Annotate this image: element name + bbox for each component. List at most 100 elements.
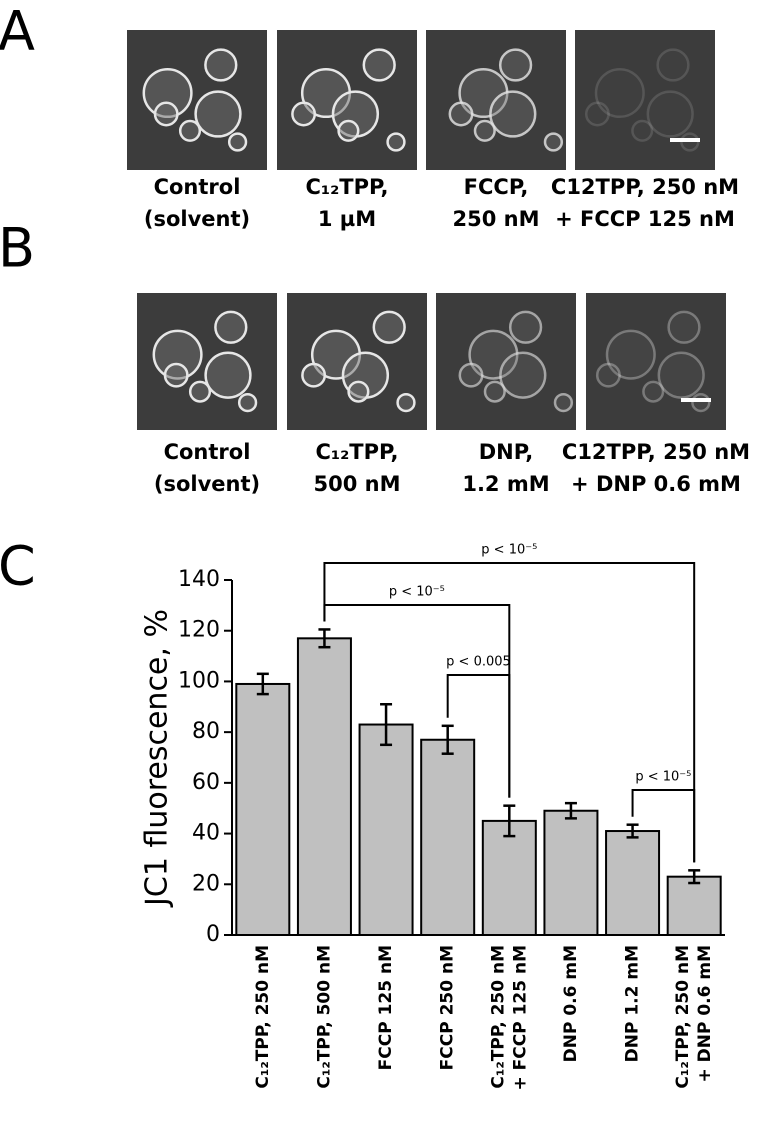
caption: 1.2 mM bbox=[462, 472, 549, 496]
cell bbox=[667, 310, 701, 344]
cell bbox=[458, 362, 484, 388]
cell bbox=[646, 90, 694, 138]
x-tick-label: C₁₂TPP, 250 nM bbox=[253, 945, 273, 1089]
cell bbox=[543, 132, 564, 152]
caption: Control bbox=[164, 440, 251, 464]
caption: C12TPP, 250 nM bbox=[551, 175, 739, 199]
annotation: p < 10⁻⁵ bbox=[481, 543, 537, 558]
cell bbox=[291, 101, 317, 127]
cell bbox=[508, 310, 543, 344]
caption: DNP, bbox=[479, 440, 534, 464]
caption: 250 nM bbox=[453, 207, 540, 231]
bracket bbox=[323, 562, 696, 863]
panel-letter: A bbox=[0, 0, 35, 63]
cell bbox=[498, 48, 533, 82]
bar bbox=[666, 875, 722, 937]
cell bbox=[362, 48, 396, 82]
cell bbox=[584, 101, 610, 127]
annotation: p < 10⁻⁵ bbox=[389, 585, 445, 600]
y-tick-label: 140 bbox=[178, 567, 220, 592]
cell bbox=[178, 119, 202, 142]
caption: 1 µM bbox=[318, 207, 376, 231]
cell bbox=[489, 90, 537, 138]
x-tick-label: C₁₂TPP, 250 nM bbox=[673, 945, 693, 1089]
y-tick-label: 40 bbox=[192, 821, 220, 846]
x-tick-label: + FCCP 125 nM bbox=[510, 945, 530, 1091]
error-bar bbox=[256, 672, 269, 696]
cell bbox=[153, 101, 179, 127]
y-tick-label: 20 bbox=[192, 871, 220, 896]
caption: (solvent) bbox=[144, 207, 250, 231]
annotation: p < 10⁻⁵ bbox=[635, 770, 691, 785]
caption: + DNP 0.6 mM bbox=[571, 472, 741, 496]
bar bbox=[358, 723, 414, 936]
bar bbox=[543, 809, 599, 936]
cell bbox=[188, 380, 212, 403]
bar bbox=[605, 830, 661, 936]
caption: C₁₂TPP, bbox=[315, 440, 398, 464]
annotation: p < 0.005 bbox=[446, 655, 511, 670]
caption: C₁₂TPP, bbox=[305, 175, 388, 199]
cell bbox=[595, 362, 621, 388]
bar bbox=[481, 819, 537, 937]
cell bbox=[605, 329, 656, 380]
cell bbox=[301, 362, 327, 388]
panel-letter: C bbox=[0, 535, 36, 598]
cell bbox=[204, 351, 252, 399]
x-tick-label: C₁₂TPP, 500 nM bbox=[314, 945, 334, 1089]
cell bbox=[594, 67, 645, 119]
y-tick-label: 100 bbox=[178, 668, 220, 693]
cell bbox=[386, 132, 406, 152]
micrograph bbox=[575, 30, 715, 170]
cell bbox=[163, 362, 189, 388]
cell bbox=[483, 380, 506, 403]
bracket bbox=[446, 674, 511, 798]
x-tick-label: FCCP 250 nM bbox=[438, 945, 458, 1070]
y-tick-label: 80 bbox=[192, 719, 220, 744]
x-tick-label: DNP 0.6 mM bbox=[561, 945, 581, 1062]
bar bbox=[420, 738, 476, 936]
error-bar bbox=[626, 823, 639, 839]
x-tick-label: C₁₂TPP, 250 nM bbox=[488, 945, 508, 1089]
cell bbox=[372, 310, 406, 344]
x-tick-label: DNP 1.2 mM bbox=[623, 945, 643, 1062]
bracket bbox=[631, 789, 696, 863]
cell bbox=[194, 90, 242, 138]
cell bbox=[448, 101, 474, 127]
y-tick-label: 0 bbox=[206, 922, 220, 947]
caption: Control bbox=[154, 175, 241, 199]
y-axis-label: JC1 fluorescence, % bbox=[140, 609, 175, 908]
caption: (solvent) bbox=[154, 472, 260, 496]
cell bbox=[347, 380, 370, 403]
panel-letter: B bbox=[0, 217, 35, 280]
error-bar bbox=[688, 869, 701, 885]
error-bar bbox=[380, 703, 393, 747]
error-bar bbox=[441, 724, 454, 755]
cell bbox=[473, 119, 496, 142]
cell bbox=[657, 351, 705, 399]
bracket bbox=[323, 604, 511, 798]
cell bbox=[642, 380, 665, 403]
cell bbox=[499, 351, 547, 399]
error-bar bbox=[503, 804, 516, 838]
cell bbox=[237, 392, 258, 413]
cell bbox=[396, 392, 416, 413]
caption: FCCP, bbox=[464, 175, 529, 199]
cell bbox=[553, 392, 574, 413]
cell bbox=[337, 119, 360, 142]
cell bbox=[227, 132, 248, 152]
cell bbox=[656, 48, 690, 82]
caption: C12TPP, 250 nM bbox=[562, 440, 750, 464]
caption: 500 nM bbox=[314, 472, 401, 496]
y-tick-label: 60 bbox=[192, 770, 220, 795]
cell bbox=[204, 48, 238, 82]
caption: + FCCP 125 nM bbox=[555, 207, 735, 231]
error-bar bbox=[318, 628, 331, 649]
cell bbox=[214, 310, 248, 344]
error-bar bbox=[564, 801, 577, 820]
bar bbox=[235, 682, 291, 937]
cell bbox=[631, 119, 654, 142]
micrograph bbox=[586, 293, 726, 430]
x-tick-label: + DNP 0.6 mM bbox=[695, 945, 715, 1083]
